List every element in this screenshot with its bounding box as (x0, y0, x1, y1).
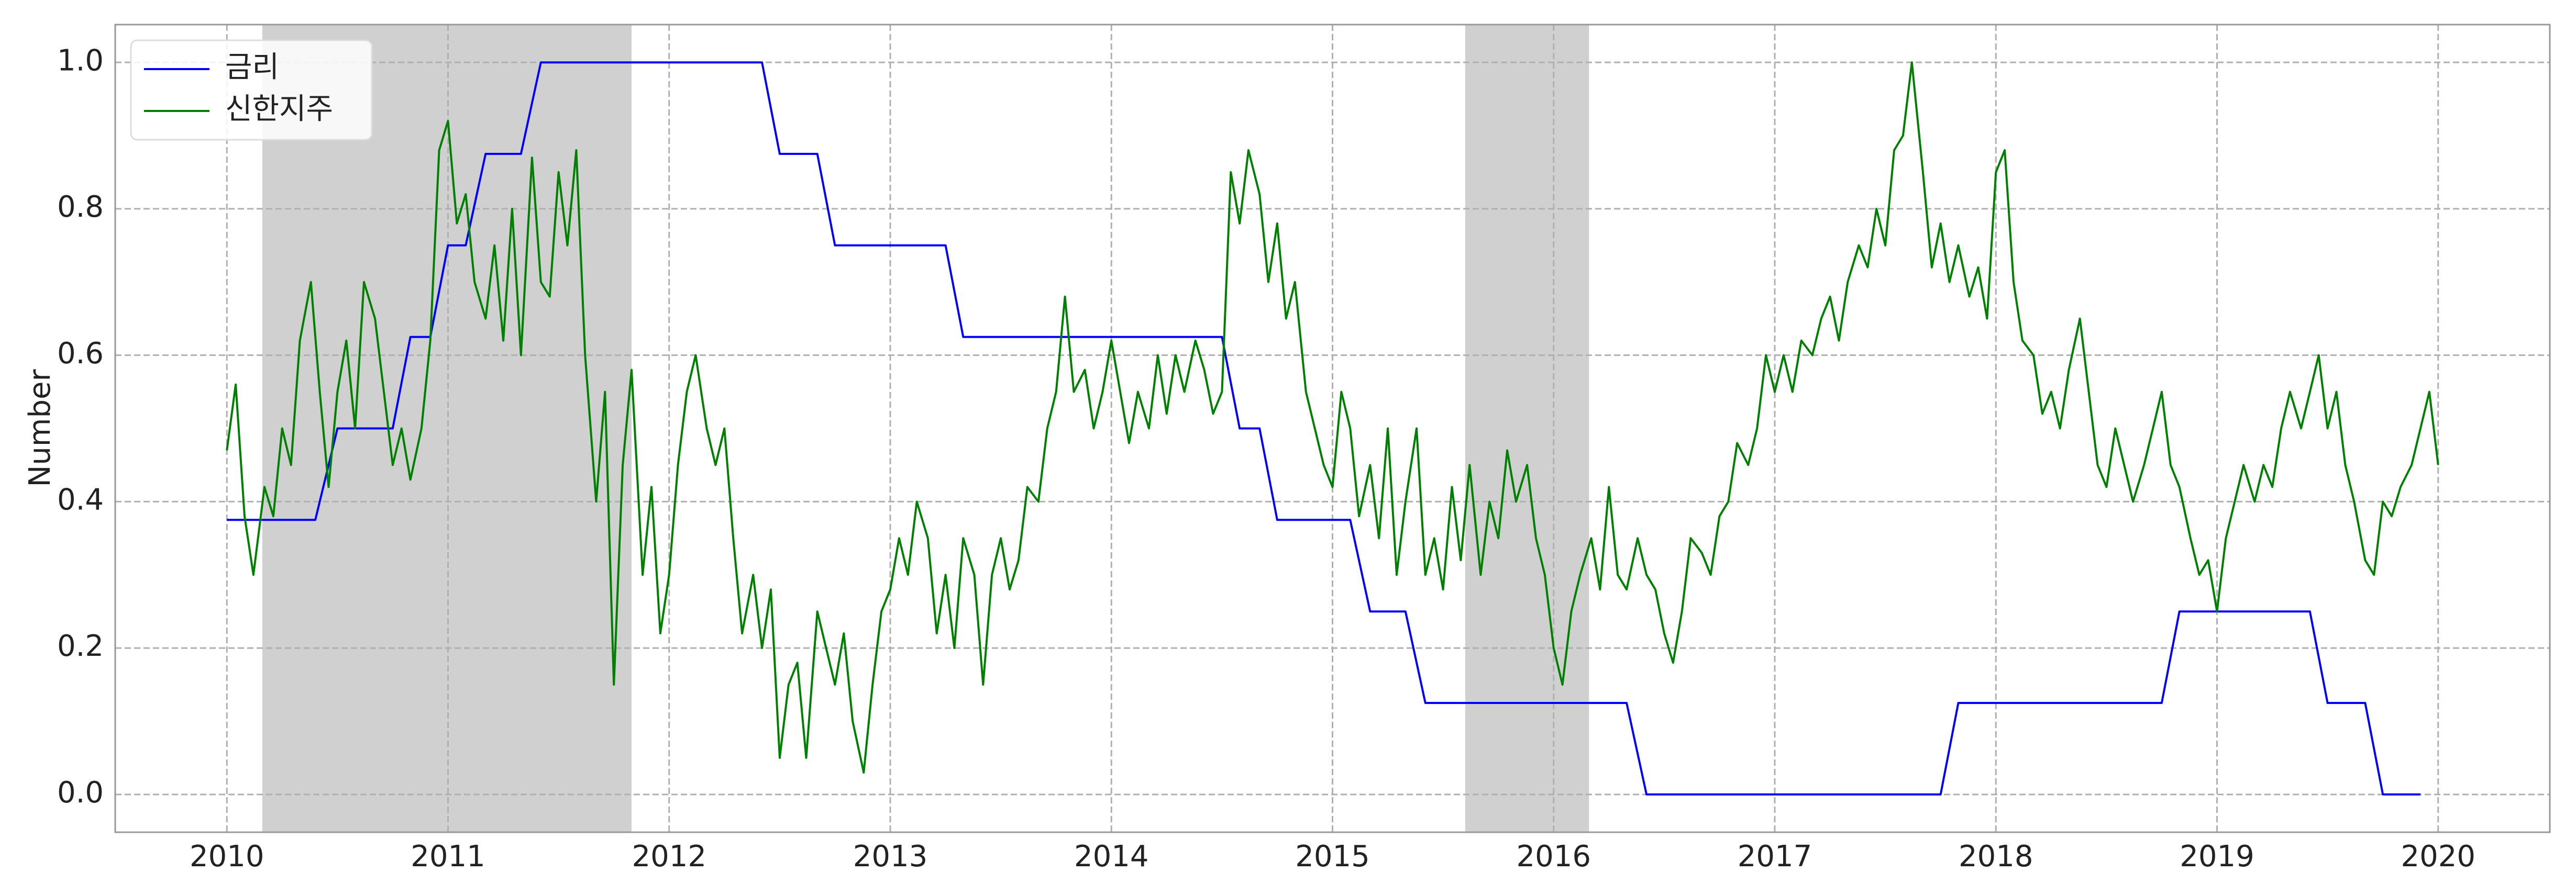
x-tick-label: 2017 (1738, 840, 1812, 874)
y-tick-label: 0.4 (57, 483, 104, 517)
y-tick-label: 0.6 (57, 337, 104, 371)
x-tick-label: 2019 (2180, 840, 2254, 874)
plot-frame (114, 24, 2551, 833)
x-tick-label: 2013 (853, 840, 928, 874)
x-tick-label: 2012 (632, 840, 706, 874)
legend-label: 금리 (225, 50, 279, 84)
shaded-span (262, 25, 632, 832)
x-tick-label: 2018 (1959, 840, 2033, 874)
x-tick-label: 2014 (1074, 840, 1149, 874)
legend-label: 신한지주 (225, 92, 333, 126)
legend-box (130, 39, 373, 141)
x-tick-label: 2015 (1295, 840, 1370, 874)
y-tick-label: 0.2 (57, 629, 104, 663)
x-tick-label: 2011 (411, 840, 485, 874)
y-tick-label: 0.8 (57, 190, 104, 224)
series-line (226, 61, 2439, 774)
x-tick-label: 2016 (1516, 840, 1591, 874)
y-axis-label: Number (23, 369, 57, 487)
series-line (227, 61, 2420, 796)
shaded-span (1465, 25, 1589, 832)
y-tick-label: 0.0 (57, 776, 104, 810)
x-tick-label: 2020 (2401, 840, 2476, 874)
y-tick-label: 1.0 (57, 43, 104, 77)
x-tick-label: 2010 (190, 840, 264, 874)
